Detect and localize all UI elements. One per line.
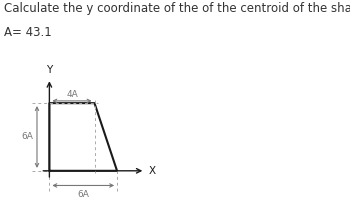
Text: A= 43.1: A= 43.1 <box>4 26 51 39</box>
Text: X: X <box>149 166 156 176</box>
Text: 6A: 6A <box>22 133 34 141</box>
Text: 4A: 4A <box>66 90 78 99</box>
Text: Y: Y <box>46 65 52 75</box>
Text: Calculate the y coordinate of the of the centroid of the shape below. Take: Calculate the y coordinate of the of the… <box>4 2 350 15</box>
Text: 6A: 6A <box>77 190 89 199</box>
